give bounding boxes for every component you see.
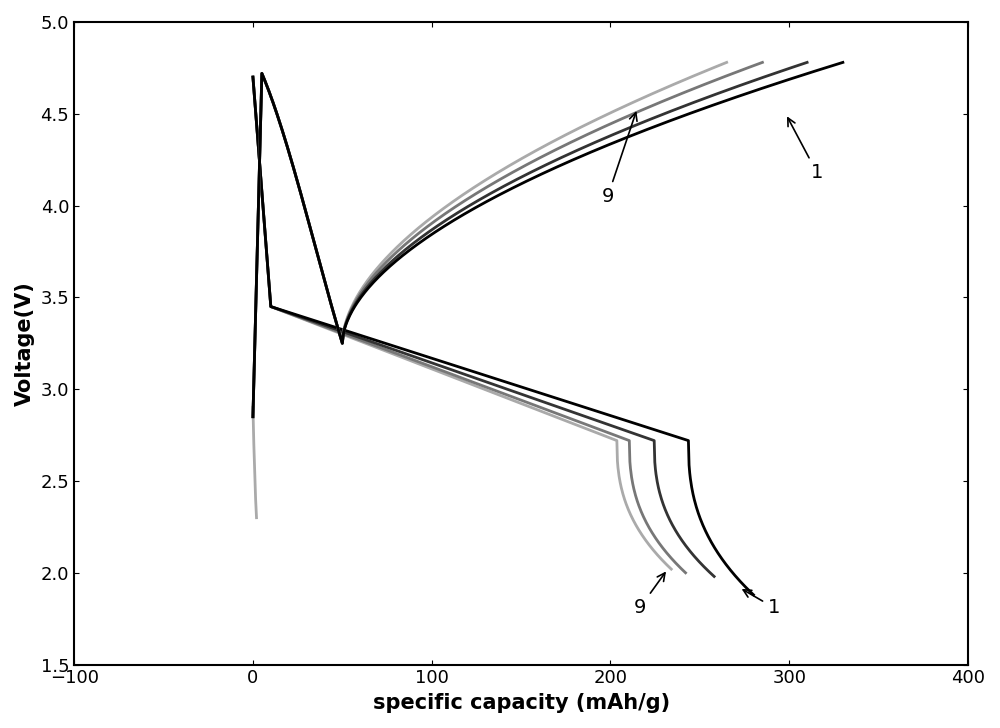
Text: 9: 9	[634, 573, 665, 617]
Text: 1: 1	[743, 590, 780, 617]
Text: 9: 9	[602, 113, 637, 206]
Text: 1: 1	[788, 118, 823, 182]
X-axis label: specific capacity (mAh/g): specific capacity (mAh/g)	[373, 693, 670, 713]
Y-axis label: Voltage(V): Voltage(V)	[15, 281, 35, 405]
